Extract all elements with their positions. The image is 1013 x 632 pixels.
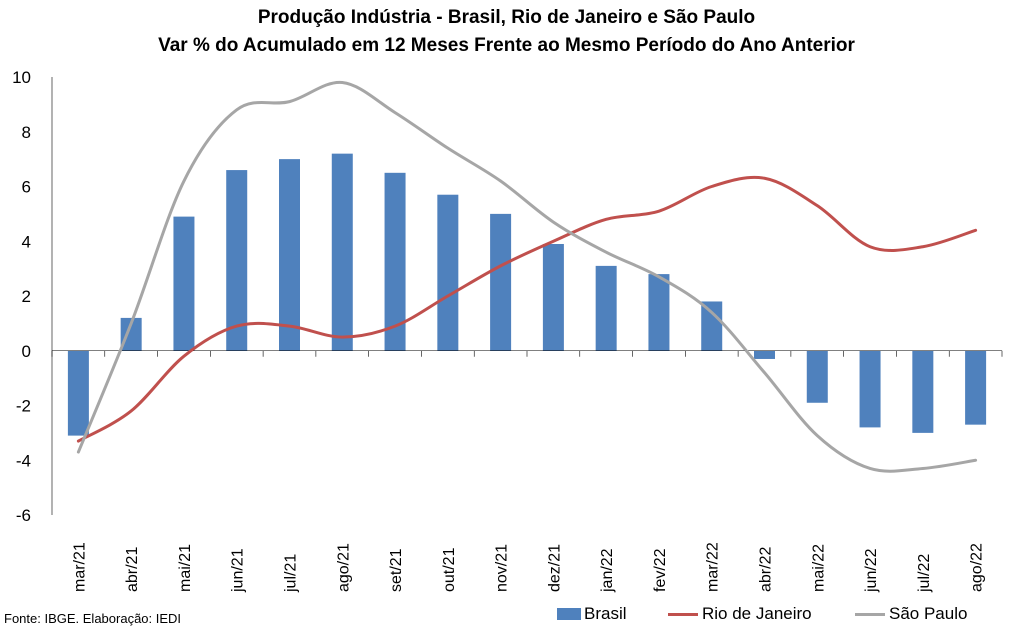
bar-ago-22 <box>965 350 987 425</box>
legend-item-sao-paulo: São Paulo <box>855 603 967 625</box>
x-tick-label-abr-22: abr/22 <box>758 547 775 592</box>
line-series-sao-paulo <box>76 80 978 473</box>
source-note: Fonte: IBGE. Elaboração: IEDI <box>4 611 182 626</box>
y-tick-label: -2 <box>16 397 31 416</box>
bar-jan-22 <box>595 265 617 351</box>
legend-label-rio-de-janeiro: Rio de Janeiro <box>702 604 812 623</box>
x-tick-label-dez-21: dez/21 <box>546 544 563 592</box>
bar-abr-22 <box>754 350 775 359</box>
legend-label-sao-paulo: São Paulo <box>889 604 968 623</box>
x-tick-label-ago-21: ago/21 <box>335 543 352 592</box>
bar-dez-21 <box>542 243 564 351</box>
bar-mar-21 <box>67 350 89 436</box>
axes-group <box>51 77 1003 515</box>
x-tick-label-jul-22: jul/22 <box>916 554 933 593</box>
x-tick-label-abr-21: abr/21 <box>124 547 141 592</box>
x-tick-label-mai-21: mai/21 <box>177 544 194 592</box>
legend-swatch-sao-paulo <box>855 612 885 616</box>
y-tick-label: -4 <box>16 451 31 470</box>
x-tick-label-jan-22: jan/22 <box>599 548 616 593</box>
y-tick-label: 0 <box>22 342 31 361</box>
x-tick-label-nov-21: nov/21 <box>494 544 511 592</box>
x-axis-ticks: mar/21 abr/21 mai/21 jun/21 jul/21 ago/21 set/… <box>71 542 985 593</box>
legend-swatch-rio-de-janeiro <box>668 612 698 616</box>
x-tick-label-out-21: out/21 <box>441 547 458 592</box>
y-tick-label: -6 <box>16 506 31 525</box>
bar-set-21 <box>384 172 406 351</box>
bar-abr-21 <box>120 317 142 351</box>
bar-mar-22 <box>701 301 723 351</box>
y-tick-label: 10 <box>12 68 31 87</box>
bar-out-21 <box>437 194 459 351</box>
y-tick-label: 8 <box>22 123 31 142</box>
y-axis-ticks: 10 8 6 4 2 0 -2 -4 -6 <box>12 68 31 525</box>
chart-subtitle: Var % do Acumulado em 12 Meses Frente ao… <box>158 35 855 56</box>
line-series-rio-de-janeiro <box>76 175 978 443</box>
bar-nov-21 <box>490 213 512 351</box>
x-tick-label-mar-21: mar/21 <box>71 542 88 592</box>
bar-fev-22 <box>648 274 670 351</box>
bar-mai-21 <box>173 216 195 351</box>
x-tick-label-ago-22: ago/22 <box>969 543 986 592</box>
bar-jun-21 <box>226 170 248 351</box>
bar-series-group <box>67 153 987 436</box>
x-tick-label-mai-22: mai/22 <box>810 544 827 592</box>
x-tick-label-mar-22: mar/22 <box>705 542 722 592</box>
y-tick-label: 6 <box>22 178 31 197</box>
x-tick-label-set-21: set/21 <box>388 548 405 592</box>
line-series-group <box>76 80 978 473</box>
x-tick-label-jun-22: jun/22 <box>863 548 880 593</box>
y-tick-label: 2 <box>22 287 31 306</box>
bar-jul-22 <box>912 350 934 433</box>
chart-title: Produção Indústria - Brasil, Rio de Jane… <box>257 7 756 28</box>
bar-ago-21 <box>331 153 353 351</box>
x-tick-label-jul-21: jul/21 <box>283 554 300 593</box>
legend-item-brasil: Brasil <box>557 603 627 625</box>
bar-mai-22 <box>806 350 828 403</box>
x-tick-label-fev-22: fev/22 <box>652 548 669 592</box>
bar-jun-22 <box>859 350 881 428</box>
legend-item-rio-de-janeiro: Rio de Janeiro <box>668 603 812 625</box>
y-tick-label: 4 <box>22 232 31 251</box>
x-tick-label-jun-21: jun/21 <box>230 548 247 593</box>
legend-label-brasil: Brasil <box>584 604 627 623</box>
legend-swatch-brasil <box>557 608 581 620</box>
bar-jul-21 <box>279 159 300 351</box>
